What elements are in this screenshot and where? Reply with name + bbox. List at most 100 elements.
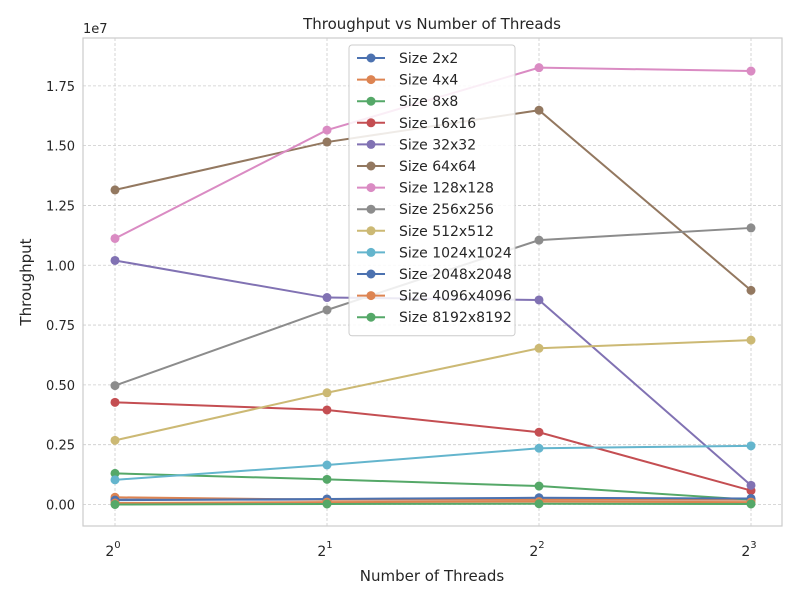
series-line (114, 500, 752, 505)
legend-entry: Size 8x8 (357, 94, 458, 110)
series-line (114, 496, 751, 501)
data-point (110, 381, 120, 391)
y-tick-label: 0.25 (46, 439, 75, 454)
x-tick-label: 21 (317, 540, 332, 560)
data-point (322, 405, 332, 415)
legend-marker (366, 269, 376, 279)
data-point (322, 474, 332, 484)
data-point (534, 443, 544, 453)
y-tick-label: 1.50 (46, 140, 75, 155)
data-point (746, 335, 756, 345)
x-tick-base: 2 (317, 544, 326, 560)
data-point (534, 235, 544, 245)
plot-frame (82, 37, 783, 527)
data-point (746, 223, 756, 233)
legend-label: Size 1024x1024 (399, 245, 512, 261)
legend-entry: Size 128x128 (357, 181, 494, 197)
data-point (322, 305, 332, 315)
series-size-8x8 (110, 468, 756, 505)
data-point (322, 125, 332, 135)
legend-entry: Size 16x16 (357, 116, 476, 132)
data-point (322, 388, 332, 398)
legend-label: Size 4x4 (399, 73, 458, 89)
series-size-1024x1024 (110, 441, 756, 485)
data-point (534, 343, 544, 353)
data-point (322, 293, 332, 303)
data-point (534, 295, 544, 305)
legend-entry: Size 4x4 (357, 73, 458, 89)
y-tick-label: 1.00 (46, 259, 75, 274)
data-point (110, 475, 120, 485)
legend-entry: Size 64x64 (357, 159, 476, 175)
series-line (114, 502, 752, 506)
legend-label: Size 8192x8192 (399, 310, 512, 326)
legend-marker (366, 204, 376, 214)
x-tick-exponent: 0 (114, 540, 120, 551)
legend-marker (366, 161, 376, 171)
legend-entry: Size 512x512 (357, 224, 494, 240)
legend-label: Size 16x16 (399, 116, 476, 132)
data-point (534, 499, 544, 509)
data-point (746, 285, 756, 295)
data-point (110, 185, 120, 195)
y-axis-label: Throughput (17, 238, 35, 326)
x-tick-exponent: 3 (750, 540, 756, 551)
legend-marker (366, 53, 376, 63)
x-axis-label: Number of Threads (360, 567, 505, 585)
legend-label: Size 4096x4096 (399, 289, 512, 305)
legend-marker (366, 75, 376, 85)
legend-marker (366, 226, 376, 236)
data-point (746, 66, 756, 76)
y-tick-label: 1.75 (46, 80, 75, 95)
legend-marker (366, 139, 376, 149)
legend-entry: Size 4096x4096 (357, 289, 512, 305)
legend-marker (366, 312, 376, 322)
data-point (746, 441, 756, 451)
legend-label: Size 8x8 (399, 94, 458, 110)
data-point (322, 460, 332, 470)
data-point (746, 480, 756, 490)
x-tick-base: 2 (105, 544, 114, 560)
legend-entry: Size 8192x8192 (357, 310, 512, 326)
legend-label: Size 512x512 (399, 224, 494, 240)
legend-label: Size 256x256 (399, 202, 494, 218)
x-tick-label: 22 (529, 540, 544, 560)
legend-label: Size 128x128 (399, 181, 494, 197)
legend-label: Size 2048x2048 (399, 267, 512, 283)
x-tick-label: 20 (105, 540, 120, 560)
legend-entry: Size 256x256 (357, 202, 494, 218)
legend-marker (366, 247, 376, 257)
series-line (114, 339, 752, 442)
legend-label: Size 64x64 (399, 159, 476, 175)
legend-entry: Size 2x2 (357, 51, 458, 67)
x-tick-base: 2 (741, 544, 750, 560)
legend-marker (366, 96, 376, 106)
data-point (322, 137, 332, 147)
x-tick-base: 2 (529, 544, 538, 560)
x-tick-exponent: 2 (538, 540, 544, 551)
data-point (110, 435, 120, 445)
series-size-512x512 (110, 335, 756, 445)
data-point (110, 468, 120, 478)
data-point (110, 255, 120, 265)
legend-entry: Size 1024x1024 (357, 245, 512, 261)
y-tick-label: 0.75 (46, 319, 75, 334)
legend-box (348, 44, 516, 337)
legend-marker (366, 118, 376, 128)
series-line (114, 472, 752, 501)
x-tick-exponent: 1 (326, 540, 332, 551)
legend-marker (366, 183, 376, 193)
data-point (534, 481, 544, 491)
series-lines (110, 63, 756, 509)
x-tick-label: 23 (741, 540, 756, 560)
y-tick-label: 1.25 (46, 199, 75, 214)
data-point (322, 499, 332, 509)
chart-title: Throughput vs Number of Threads (302, 15, 561, 33)
y-offset-label: 1e7 (83, 22, 108, 37)
series-line (114, 401, 752, 492)
data-point (110, 397, 120, 407)
data-point (746, 499, 756, 509)
data-point (110, 233, 120, 243)
